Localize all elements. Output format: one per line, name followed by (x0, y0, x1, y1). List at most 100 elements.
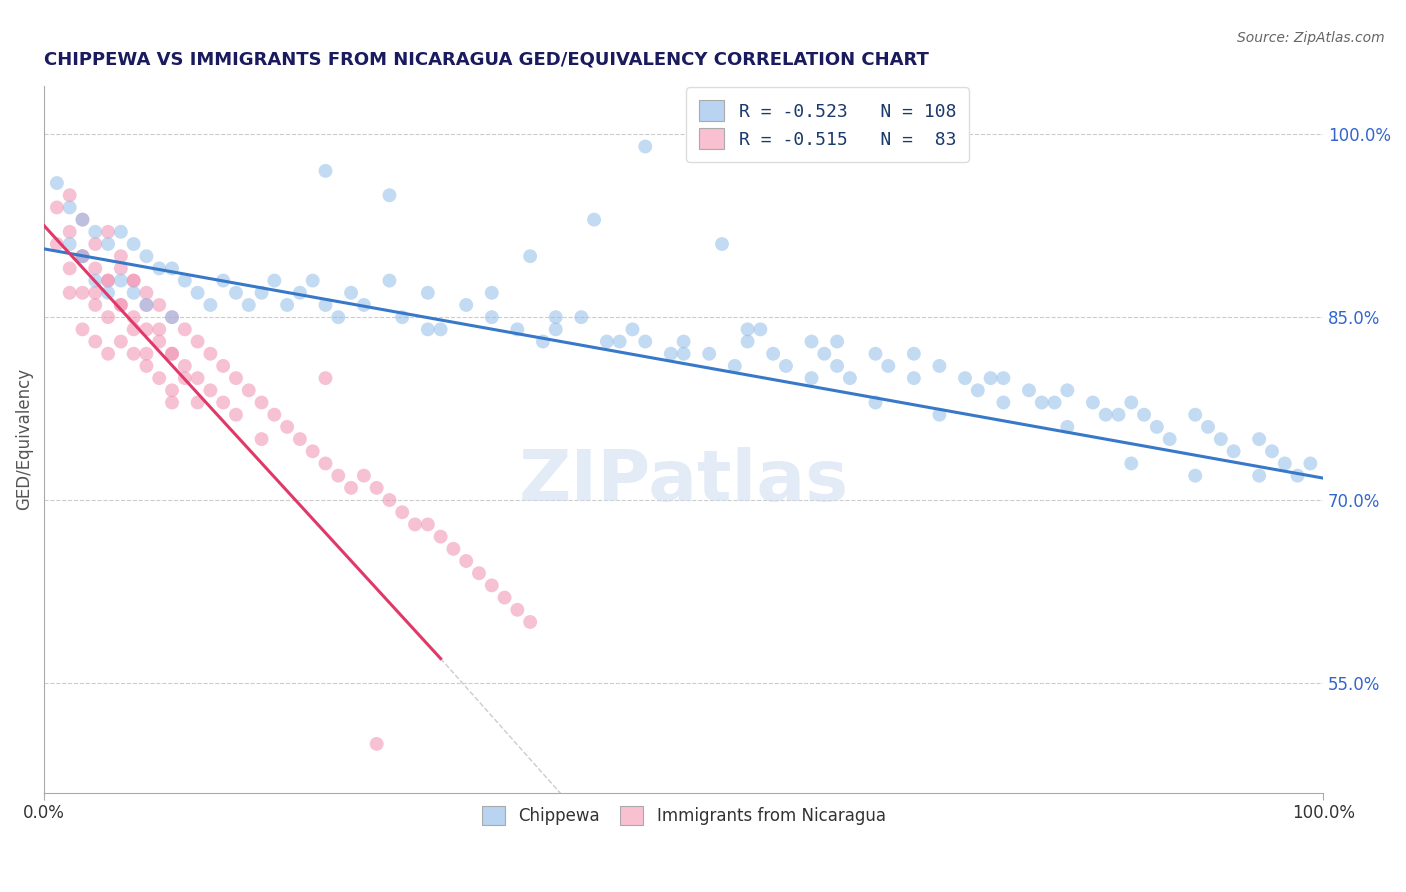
Point (173, 359, 195, 373)
Point (481, 578, 503, 592)
Point (596, 334, 619, 349)
Point (1081, 395, 1104, 409)
Point (72, 285, 94, 300)
Point (1056, 384, 1078, 398)
Point (200, 347, 222, 361)
Point (711, 237, 734, 252)
Point (122, 274, 145, 288)
Point (762, 347, 785, 361)
Point (148, 261, 170, 276)
Point (865, 347, 887, 361)
Point (59, 188, 82, 202)
Point (45, 237, 67, 252)
Point (160, 384, 183, 398)
Point (110, 298, 132, 312)
Point (110, 298, 132, 312)
Point (84, 274, 107, 288)
Point (301, 274, 323, 288)
Point (659, 347, 682, 361)
Point (315, 164, 337, 178)
Point (72, 249, 94, 263)
Point (315, 457, 337, 471)
Point (737, 334, 759, 349)
Point (456, 298, 478, 312)
Point (928, 359, 950, 373)
Point (225, 371, 247, 385)
Point (980, 371, 1002, 385)
Point (148, 334, 170, 349)
Point (122, 285, 145, 300)
Point (122, 322, 145, 336)
Point (187, 395, 209, 409)
Point (160, 347, 183, 361)
Point (621, 322, 644, 336)
Point (416, 285, 439, 300)
Point (59, 225, 82, 239)
Point (200, 298, 222, 312)
Point (838, 371, 860, 385)
Point (609, 334, 631, 349)
Point (135, 249, 157, 263)
Point (366, 737, 388, 751)
Point (160, 347, 183, 361)
Point (315, 298, 337, 312)
Point (160, 310, 183, 325)
Point (903, 371, 925, 385)
Point (416, 322, 439, 336)
Text: Source: ZipAtlas.com: Source: ZipAtlas.com (1237, 31, 1385, 45)
Point (481, 285, 503, 300)
Point (135, 298, 157, 312)
Point (1018, 384, 1040, 398)
Point (1197, 420, 1219, 434)
Point (122, 237, 145, 252)
Point (366, 481, 388, 495)
Point (288, 285, 311, 300)
Point (378, 493, 401, 508)
Point (378, 188, 401, 202)
Point (1133, 408, 1156, 422)
Point (825, 359, 848, 373)
Point (1031, 395, 1053, 409)
Point (160, 261, 183, 276)
Point (45, 176, 67, 190)
Point (160, 395, 183, 409)
Point (212, 359, 235, 373)
Point (544, 310, 567, 325)
Point (544, 322, 567, 336)
Point (1261, 444, 1284, 458)
Point (634, 139, 657, 153)
Point (238, 384, 260, 398)
Point (353, 468, 375, 483)
Point (148, 322, 170, 336)
Point (212, 395, 235, 409)
Point (84, 285, 107, 300)
Point (263, 274, 285, 288)
Point (953, 371, 976, 385)
Point (634, 334, 657, 349)
Point (353, 298, 375, 312)
Point (110, 225, 132, 239)
Point (122, 347, 145, 361)
Point (1286, 468, 1309, 483)
Point (97, 274, 120, 288)
Point (1121, 457, 1143, 471)
Point (404, 517, 426, 532)
Point (328, 310, 350, 325)
Point (301, 444, 323, 458)
Y-axis label: GED/Equivalency: GED/Equivalency (15, 368, 32, 510)
Point (97, 237, 120, 252)
Point (250, 285, 273, 300)
Point (173, 371, 195, 385)
Point (276, 420, 298, 434)
Point (583, 212, 606, 227)
Point (441, 541, 464, 556)
Point (993, 371, 1015, 385)
Point (122, 310, 145, 325)
Point (315, 371, 337, 385)
Point (187, 371, 209, 385)
Point (1043, 395, 1066, 409)
Point (825, 334, 848, 349)
Point (59, 201, 82, 215)
Point (173, 322, 195, 336)
Point (506, 322, 529, 336)
